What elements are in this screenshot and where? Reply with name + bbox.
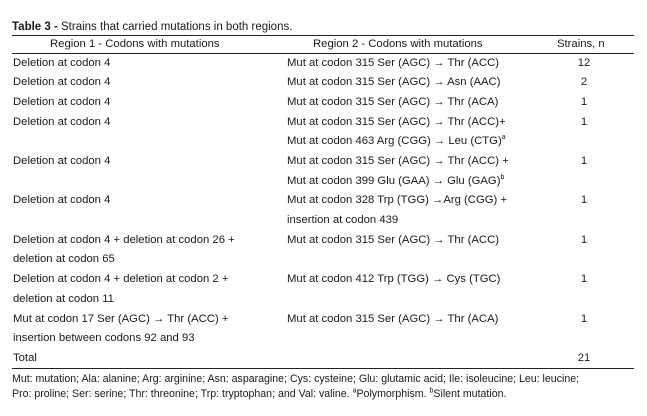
footnote-abbreviations-1: Mut: mutation; Ala: alanine; Arg: argini…	[12, 373, 580, 385]
region2-line: Mut at codon 315 Ser (AGC) → Thr (ACA)	[287, 310, 547, 330]
region2-text: Mut at codon 328 Trp (TGG) →Arg (CGG) +	[287, 194, 508, 207]
region2-line: Mut at codon 315 Ser (AGC) → Asn (AAC)	[287, 73, 547, 93]
region1-line: Deletion at codon 4	[13, 56, 111, 69]
region2-line: Mut at codon 315 Ser (AGC) → Thr (ACC)	[287, 231, 547, 251]
region2-text: insertion at codon 439	[287, 214, 399, 227]
footnote-line-2: Pro: proline; Ser: serine; Thr: threonin…	[12, 387, 642, 402]
region2-line: Mut at codon 315 Ser (AGC) → Thr (ACC) +	[287, 152, 547, 172]
region1-line: Deletion at codon 4	[13, 115, 111, 128]
region1-line: Deletion at codon 4	[13, 76, 111, 89]
footnote-abbreviations-2: Pro: proline; Ser: serine; Thr: threonin…	[12, 388, 350, 400]
region2-line: Mut at codon 399 Glu (GAA) → Glu (GAG)b	[287, 172, 547, 192]
total-value: 21	[577, 352, 591, 364]
region1-line: deletion at codon 11	[13, 292, 114, 305]
strains-count: 1	[580, 95, 588, 108]
region1-line: Deletion at codon 4	[13, 155, 111, 167]
strains-count: 1	[580, 273, 588, 286]
region2-line: Mut at codon 328 Trp (TGG) →Arg (CGG) +	[287, 191, 547, 211]
strains-count: 1	[580, 194, 588, 207]
strains-count: 1	[580, 155, 588, 167]
region1-cell: Deletion at codon 4 + deletion at codon …	[13, 270, 283, 309]
region1-line: Deletion at codon 4 + deletion at codon …	[13, 273, 229, 286]
region2-line: Mut at codon 315 Ser (AGC) → Thr (ACA)	[287, 93, 547, 113]
region1-cell: Deletion at codon 4	[13, 93, 283, 113]
region2-text: Mut at codon 315 Ser (AGC) → Thr (ACA)	[287, 312, 499, 325]
region2-line: insertion at codon 439	[287, 211, 547, 231]
table-title: Table 3 - Strains that carried mutations…	[12, 21, 292, 33]
top-rule	[12, 35, 634, 36]
footnote-a-mark: a	[352, 387, 357, 395]
region1-line: deletion at codon 65	[13, 253, 115, 266]
region2-cell: Mut at codon 328 Trp (TGG) →Arg (CGG) + i…	[287, 191, 547, 230]
region2-text: Mut at codon 412 Trp (TGG) → Cys (TGC)	[287, 273, 501, 286]
region2-cell: Mut at codon 315 Ser (AGC) → Asn (AAC)	[287, 73, 547, 93]
region1-cell: Mut at codon 17 Ser (AGC) → Thr (ACC) + i…	[13, 310, 283, 349]
region1-line: Deletion at codon 4	[13, 194, 111, 207]
region2-text: Mut at codon 315 Ser (AGC) → Thr (ACA)	[287, 95, 499, 108]
strains-count: 1	[580, 312, 588, 325]
region1-cell: Deletion at codon 4	[13, 73, 283, 93]
region1-cell: Deletion at codon 4 + deletion at codon …	[13, 231, 283, 270]
footnote-marker: a	[501, 134, 506, 142]
region2-line: Mut at codon 315 Ser (AGC) → Thr (ACC)+	[287, 113, 547, 133]
region1-line: Deletion at codon 4 + deletion at codon …	[13, 233, 235, 246]
region2-cell: Mut at codon 315 Ser (AGC) → Thr (ACA)	[287, 310, 547, 330]
region2-line: Mut at codon 315 Ser (AGC) → Thr (ACC)	[287, 54, 547, 74]
region1-cell: Deletion at codon 4	[13, 152, 283, 172]
region2-text: Mut at codon 315 Ser (AGC) → Thr (ACC)+	[287, 115, 506, 128]
region2-cell: Mut at codon 412 Trp (TGG) → Cys (TGC)	[287, 270, 547, 290]
strains-count: 1	[580, 115, 588, 128]
strains-count: 2	[580, 76, 588, 89]
region2-cell: Mut at codon 315 Ser (AGC) → Thr (ACC)	[287, 54, 547, 74]
bottom-rule	[12, 368, 634, 369]
footnote-a: Polymorphism.	[356, 388, 427, 400]
region2-cell: Mut at codon 315 Ser (AGC) → Thr (ACA)	[287, 93, 547, 113]
header-region1: Region 1 - Codons with mutations	[50, 38, 220, 50]
region2-cell: Mut at codon 315 Ser (AGC) → Thr (ACC)+ M…	[287, 113, 547, 152]
region2-text: Mut at codon 315 Ser (AGC) → Thr (ACC)	[287, 56, 499, 69]
strains-count: 1	[580, 233, 588, 246]
region1-line: Mut at codon 17 Ser (AGC) → Thr (ACC) +	[13, 312, 229, 325]
region2-text: Mut at codon 315 Ser (AGC) → Thr (ACC)	[287, 233, 499, 246]
table-label: Table 3 -	[12, 21, 58, 33]
region2-text: Mut at codon 399 Glu (GAA) → Glu (GAG)	[287, 174, 501, 187]
region2-text: Mut at codon 315 Ser (AGC) → Thr (ACC) +	[287, 155, 509, 167]
header-rule	[12, 53, 634, 54]
header-region2: Region 2 - Codons with mutations	[313, 38, 483, 50]
region1-cell: Deletion at codon 4	[13, 54, 283, 74]
footnote-b-mark: b	[429, 387, 434, 395]
region2-text: Mut at codon 315 Ser (AGC) → Asn (AAC)	[287, 76, 501, 89]
region2-line: Mut at codon 463 Arg (CGG) → Leu (CTG)a	[287, 132, 547, 152]
region1-line: insertion between codons 92 and 93	[13, 332, 195, 345]
region2-text: Mut at codon 463 Arg (CGG) → Leu (CTG)	[287, 135, 502, 148]
table-footnote: Mut: mutation; Ala: alanine; Arg: argini…	[12, 372, 642, 402]
footnote-b: Silent mutation.	[433, 388, 507, 400]
footnote-marker: b	[500, 173, 505, 181]
table-caption: Strains that carried mutations in both r…	[61, 21, 293, 33]
region2-line: Mut at codon 412 Trp (TGG) → Cys (TGC)	[287, 270, 547, 290]
region1-line: Deletion at codon 4	[13, 95, 111, 108]
header-strains: Strains, n	[557, 38, 605, 50]
total-label: Total	[13, 352, 37, 364]
region2-cell: Mut at codon 315 Ser (AGC) → Thr (ACC) +…	[287, 152, 547, 191]
region2-cell: Mut at codon 315 Ser (AGC) → Thr (ACC)	[287, 231, 547, 251]
region1-cell: Deletion at codon 4	[13, 113, 283, 133]
region1-cell: Deletion at codon 4	[13, 191, 283, 211]
strains-count: 12	[577, 56, 591, 69]
